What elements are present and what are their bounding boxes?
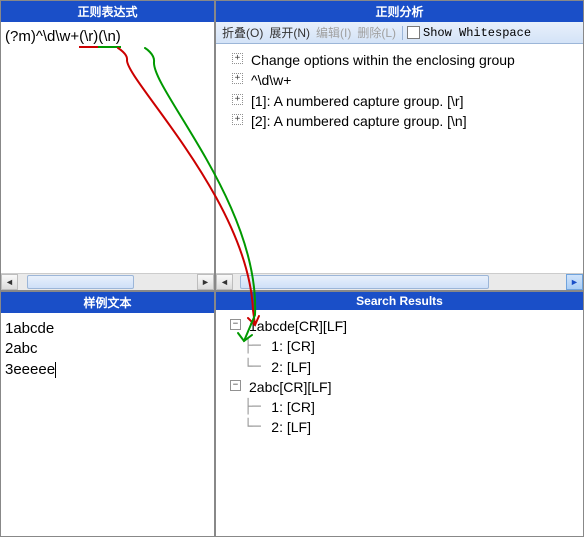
result-submatch[interactable]: ├─ 1: [CR] xyxy=(220,336,579,356)
result-match[interactable]: 2abc[CR][LF] xyxy=(220,377,579,397)
toolbar-separator xyxy=(402,26,403,40)
regex-hscroll[interactable]: ◄ ► xyxy=(1,273,214,290)
analysis-toolbar: 折叠(O) 展开(N) 编辑(I) 删除(L) Show Whitespace xyxy=(216,22,583,44)
regex-group-1: (\r) xyxy=(79,28,98,48)
sample-text[interactable]: 1abcde2abc3eeeee xyxy=(1,313,214,386)
show-whitespace-label: Show Whitespace xyxy=(423,26,531,40)
tree-branch-icon: └─ xyxy=(244,417,269,437)
result-submatch[interactable]: ├─ 1: [CR] xyxy=(220,397,579,417)
regex-panel-title: 正则表达式 xyxy=(1,1,214,22)
match-label: 1abcde[CR][LF] xyxy=(249,316,347,336)
regex-text[interactable]: (?m)^\d\w+(\r)(\n) xyxy=(1,22,214,51)
checkbox-box-icon[interactable] xyxy=(407,26,420,39)
match-label: 2abc[CR][LF] xyxy=(249,377,331,397)
expand-icon[interactable] xyxy=(232,94,243,105)
sample-line: 2abc xyxy=(5,339,210,359)
analysis-panel-title: 正则分析 xyxy=(216,1,583,22)
analysis-tree-item[interactable]: Change options within the enclosing grou… xyxy=(220,50,579,70)
expand-icon[interactable] xyxy=(232,73,243,84)
tree-label: [1]: A numbered capture group. [\r] xyxy=(251,91,463,111)
regex-prefix: (?m)^\d\w+ xyxy=(5,28,79,45)
result-submatch[interactable]: └─ 2: [LF] xyxy=(220,357,579,377)
sample-line: 1abcde xyxy=(5,319,210,339)
results-tree: 1abcde[CR][LF]├─ 1: [CR]└─ 2: [LF]2abc[C… xyxy=(216,310,583,444)
scroll-right-icon[interactable]: ► xyxy=(566,274,583,290)
toolbar-expand[interactable]: 展开(N) xyxy=(267,24,312,41)
analysis-tree-item[interactable]: ^\d\w+ xyxy=(220,70,579,90)
scroll-left-icon[interactable]: ◄ xyxy=(216,274,233,290)
show-whitespace-checkbox[interactable]: Show Whitespace xyxy=(407,26,531,40)
regex-panel: 正则表达式 (?m)^\d\w+(\r)(\n) ◄ ► xyxy=(0,0,215,291)
toolbar-delete: 删除(L) xyxy=(355,24,398,41)
tree-branch-icon: ├─ xyxy=(244,397,269,417)
submatch-label: 1: [CR] xyxy=(271,397,315,417)
regex-body[interactable]: (?m)^\d\w+(\r)(\n) xyxy=(1,22,214,273)
submatch-label: 2: [LF] xyxy=(271,357,311,377)
toolbar-edit: 编辑(I) xyxy=(314,24,353,41)
analysis-hscroll[interactable]: ◄ ► xyxy=(216,273,583,290)
submatch-label: 2: [LF] xyxy=(271,417,311,437)
sample-panel-title: 样例文本 xyxy=(1,292,214,313)
sample-panel: 样例文本 1abcde2abc3eeeee xyxy=(0,291,215,537)
tree-label: ^\d\w+ xyxy=(251,70,291,90)
result-submatch[interactable]: └─ 2: [LF] xyxy=(220,417,579,437)
analysis-tree: Change options within the enclosing grou… xyxy=(216,44,583,137)
scroll-thumb[interactable] xyxy=(27,275,134,289)
analysis-tree-item[interactable]: [1]: A numbered capture group. [\r] xyxy=(220,91,579,111)
collapse-icon[interactable] xyxy=(230,319,241,330)
analysis-tree-item[interactable]: [2]: A numbered capture group. [\n] xyxy=(220,111,579,131)
app-root: 正则表达式 (?m)^\d\w+(\r)(\n) ◄ ► 正则分析 折叠(O) … xyxy=(0,0,584,537)
tree-branch-icon: ├─ xyxy=(244,336,269,356)
analysis-panel: 正则分析 折叠(O) 展开(N) 编辑(I) 删除(L) Show Whites… xyxy=(215,0,584,291)
expand-icon[interactable] xyxy=(232,114,243,125)
toolbar-collapse[interactable]: 折叠(O) xyxy=(220,24,265,41)
scroll-right-icon[interactable]: ► xyxy=(197,274,214,290)
results-panel-title: Search Results xyxy=(216,292,583,310)
scroll-track[interactable] xyxy=(18,274,197,290)
submatch-label: 1: [CR] xyxy=(271,336,315,356)
tree-branch-icon: └─ xyxy=(244,357,269,377)
result-match[interactable]: 1abcde[CR][LF] xyxy=(220,316,579,336)
analysis-body[interactable]: Change options within the enclosing grou… xyxy=(216,44,583,273)
results-body[interactable]: 1abcde[CR][LF]├─ 1: [CR]└─ 2: [LF]2abc[C… xyxy=(216,310,583,536)
sample-body[interactable]: 1abcde2abc3eeeee xyxy=(1,313,214,536)
tree-label: Change options within the enclosing grou… xyxy=(251,50,515,70)
results-panel: Search Results 1abcde[CR][LF]├─ 1: [CR]└… xyxy=(215,291,584,537)
regex-group-2: (\n) xyxy=(98,28,121,48)
sample-line: 3eeeee xyxy=(5,360,210,380)
scroll-thumb[interactable] xyxy=(240,275,490,289)
expand-icon[interactable] xyxy=(232,53,243,64)
scroll-track[interactable] xyxy=(233,274,566,290)
scroll-left-icon[interactable]: ◄ xyxy=(1,274,18,290)
tree-label: [2]: A numbered capture group. [\n] xyxy=(251,111,467,131)
collapse-icon[interactable] xyxy=(230,380,241,391)
